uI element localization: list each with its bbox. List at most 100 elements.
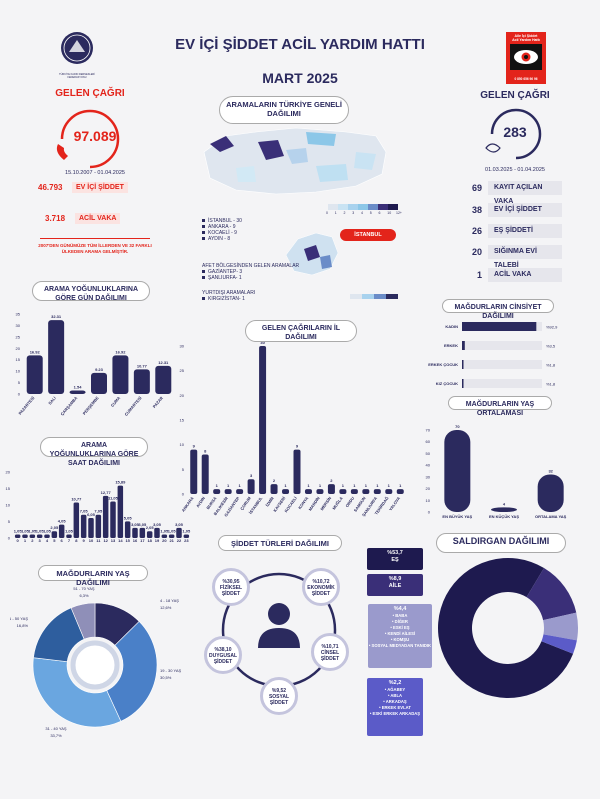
- bar-value-label: %3,5: [546, 344, 556, 349]
- bar-value-label: 1,05: [36, 529, 45, 534]
- bar-value-label: 32: [548, 469, 553, 474]
- perpetrator-label: EŞ: [391, 556, 399, 563]
- x-tick-label: 13: [111, 538, 116, 543]
- perpetrator-detail-item: • ARKADAŞ: [383, 698, 407, 704]
- x-tick-label: 10: [89, 538, 94, 543]
- bar-value-label: 10,77: [71, 496, 82, 501]
- x-tick-label: 9: [83, 538, 86, 543]
- bar: [22, 534, 28, 538]
- right-stat-label: KAYIT AÇILAN VAKA: [488, 181, 562, 205]
- bar-track: [462, 360, 542, 369]
- donut-slice: [526, 567, 577, 621]
- logo-right-phone: 0 850 656 96 96: [514, 77, 538, 81]
- bar: [259, 346, 267, 494]
- bar: [247, 479, 255, 494]
- right-stat-label: SIĞINMA EVİ TALEBİ: [488, 245, 562, 269]
- bar: [112, 355, 129, 394]
- bar-value-label: 1: [319, 483, 322, 488]
- y-tick-label: 20: [16, 346, 21, 351]
- page-title: EV İÇİ ŞİDDET ACİL YARDIM HATTI: [175, 36, 425, 53]
- bar: [95, 514, 102, 538]
- right-stat-label: EV İÇİ ŞİDDET: [488, 203, 562, 217]
- bar-value-label: 12,77: [101, 490, 112, 495]
- istanbul-legend-bar: [350, 294, 398, 299]
- left-stat-2-label: ACİL VAKA: [75, 213, 121, 224]
- y-tick-label: 10: [180, 442, 185, 447]
- gender-category-label: ERKEK: [444, 343, 458, 348]
- logo-left-text: TÜRKİYE KADIN DERNEKLERİ FEDERASYONU: [59, 73, 95, 79]
- map-legend-tick: 3: [352, 211, 355, 215]
- perpetrator-box: %53,7 EŞ: [367, 548, 423, 570]
- y-tick-label: 0: [428, 510, 431, 515]
- bar-value-label: 3,05: [153, 522, 162, 527]
- donut-slice: [543, 612, 578, 641]
- bar: [124, 521, 131, 538]
- x-tick-label: 20: [162, 538, 167, 543]
- right-total: 283: [503, 124, 527, 140]
- x-tick-label: 5: [53, 538, 56, 543]
- bar-value-label: 1: [388, 483, 391, 488]
- bar: [139, 527, 146, 538]
- x-tick-label: SALI: [47, 395, 57, 405]
- slice-value-label: 16,8%: [17, 623, 29, 628]
- y-tick-label: 15: [6, 486, 11, 491]
- bar-value-label: 1: [307, 483, 310, 488]
- bar: [316, 489, 324, 494]
- x-tick-label: 19: [155, 538, 160, 543]
- violence-type-value: %38,10: [214, 647, 232, 653]
- bar: [155, 365, 172, 394]
- violence-type-value: %30,95: [222, 579, 240, 585]
- bar-value-label: 1: [227, 483, 230, 488]
- bar-value-label: %1,8: [546, 382, 556, 387]
- gender-bar-chart: KADIN %92,9 ERKEK %3,5 ERKEK ÇOCUK %1,8 KIZ ÇO…: [428, 322, 558, 388]
- y-tick-label: 20: [426, 486, 431, 491]
- bar-value-label: 9.23: [95, 367, 104, 372]
- perpetrator-value: %2,2: [388, 680, 402, 686]
- city-bar-chart: 0510152025309ANKARA8AYDIN1BURSA1BALIKESİ…: [180, 342, 404, 517]
- bar: [462, 341, 465, 350]
- eye-outline-icon: [485, 143, 501, 153]
- bar: [350, 489, 358, 494]
- bar: [44, 534, 50, 538]
- bar: [304, 489, 312, 494]
- perpetrator-detail-item: • ESKİ ERKEK ARKADAŞ: [369, 710, 421, 716]
- bar: [462, 360, 464, 369]
- istanbul-tag: İSTANBUL: [340, 229, 396, 241]
- bar: [154, 527, 160, 538]
- x-tick-label: 0: [17, 538, 20, 543]
- bar-value-label: 9: [193, 444, 196, 449]
- y-tick-label: 10: [16, 369, 21, 374]
- x-tick-label: 6: [61, 538, 64, 543]
- x-tick-label: 12: [103, 538, 108, 543]
- y-tick-label: 60: [426, 439, 431, 444]
- bar: [270, 484, 278, 494]
- map-legend-tick: 12+: [396, 211, 402, 215]
- hourly-bar-chart: 051015201,0501,0511,0521,0531,0542,0554,…: [6, 470, 191, 544]
- y-tick-label: 40: [426, 463, 431, 468]
- age-avg-chart-title: MAĞDURLARIN YAŞ ORTALAMASI: [448, 396, 552, 417]
- x-tick-label: ORTALAMA YAŞ: [535, 514, 567, 519]
- logo-right-line2: Acil Yardım Hattı: [512, 38, 540, 42]
- city-item: ANKARA - 9: [202, 224, 292, 230]
- perpetrator-detail-item: • ABLA: [387, 692, 403, 698]
- x-tick-label: EN BÜYÜK YAŞ: [442, 514, 472, 519]
- violence-type-label: DUYGUSAL ŞİDDET: [208, 653, 238, 665]
- bar: [66, 534, 72, 538]
- bar: [132, 527, 138, 538]
- perpetrator-label: AİLE: [388, 582, 402, 589]
- bar: [176, 527, 182, 538]
- right-stat-label: EŞ ŞİDDETİ: [488, 224, 562, 238]
- bar-value-label: 2: [273, 478, 276, 483]
- x-tick-label: 11: [96, 538, 101, 543]
- bar: [224, 489, 232, 494]
- hourly-chart-title: ARAMA YOĞUNLUKLARINA GÖRE SAAT DAĞILIMI: [40, 437, 148, 467]
- bar: [462, 379, 464, 388]
- slice-label: 4 - 18 YAŞ: [160, 598, 179, 603]
- bar-value-label: 1,05: [21, 529, 30, 534]
- y-tick-label: 20: [6, 470, 11, 475]
- bar-value-label: 10.77: [137, 363, 148, 368]
- bar: [462, 322, 537, 331]
- right-stat-label: ACİL VAKA: [488, 268, 562, 282]
- right-stat-value: 38: [471, 205, 482, 215]
- bar: [293, 449, 301, 494]
